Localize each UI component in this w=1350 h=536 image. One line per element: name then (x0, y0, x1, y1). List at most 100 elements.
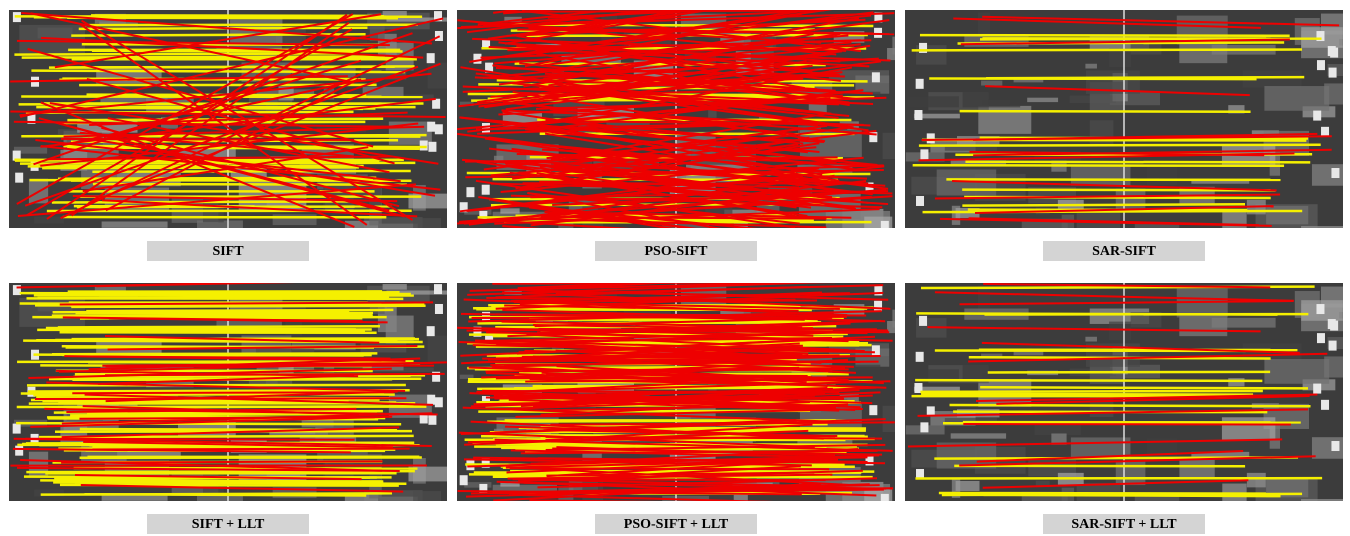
texture (1222, 211, 1246, 235)
building (427, 122, 435, 132)
image (457, 273, 949, 515)
texture (1062, 215, 1074, 236)
match-yellow (988, 372, 1270, 373)
match-yellow (46, 328, 356, 329)
texture (1085, 64, 1097, 69)
texture (1266, 206, 1308, 224)
texture (1147, 165, 1178, 185)
texture (1179, 43, 1227, 63)
texture (1085, 337, 1097, 342)
texture (1071, 164, 1131, 185)
building (919, 316, 927, 326)
building (914, 110, 922, 120)
panel: SIFT + LLT (9, 279, 477, 534)
texture (413, 491, 441, 507)
match-yellow (960, 111, 1251, 112)
texture (500, 208, 519, 213)
match-red (530, 500, 866, 504)
match-yellow (92, 51, 403, 52)
panel: SAR-SIFT + LLT (905, 283, 1350, 534)
building (427, 395, 435, 405)
caption: PSO-SIFT (644, 244, 708, 259)
building (427, 53, 435, 63)
panel: PSO-SIFT (457, 0, 949, 261)
texture (1135, 223, 1179, 234)
building (435, 397, 443, 407)
match-red (61, 461, 382, 462)
match-red (105, 366, 434, 367)
building (15, 446, 23, 456)
building (473, 54, 481, 64)
texture (1247, 473, 1266, 488)
match-red (25, 439, 354, 440)
building (920, 422, 928, 432)
match-yellow (919, 145, 1321, 146)
caption: SIFT (212, 244, 244, 259)
building (432, 99, 440, 109)
building (15, 173, 23, 183)
building (1328, 319, 1336, 329)
texture (956, 481, 980, 491)
texture (1312, 437, 1350, 459)
caption: SAR-SIFT (1092, 244, 1156, 259)
match-red (92, 449, 409, 450)
texture (1301, 499, 1350, 517)
texture (1264, 359, 1329, 384)
match-yellow (20, 163, 415, 164)
building (1313, 384, 1321, 394)
match-yellow (986, 77, 1304, 78)
caption: SAR-SIFT + LLT (1071, 517, 1177, 532)
match-yellow (42, 167, 359, 168)
building (920, 149, 928, 159)
building (881, 221, 889, 231)
match-yellow (965, 162, 1310, 163)
panel: SIFT (9, 10, 477, 261)
texture (1109, 322, 1131, 341)
match-yellow (939, 493, 1266, 494)
texture (1324, 356, 1350, 377)
texture (1179, 316, 1227, 336)
building (1316, 304, 1324, 314)
match-yellow (915, 380, 1262, 381)
building (1328, 46, 1336, 56)
texture (413, 218, 441, 234)
building (1329, 68, 1337, 78)
match-yellow (52, 353, 377, 354)
texture (1135, 496, 1179, 507)
texture (907, 96, 959, 107)
building (1317, 333, 1325, 343)
texture (1027, 98, 1058, 102)
texture (1035, 424, 1081, 435)
texture (1264, 86, 1329, 111)
image (9, 10, 477, 246)
match-yellow (950, 405, 1311, 406)
building (1331, 168, 1339, 178)
texture (273, 214, 317, 225)
image (905, 10, 1350, 247)
texture (951, 433, 1006, 438)
building (874, 28, 882, 38)
panel: PSO-SIFT + LLT (457, 273, 949, 534)
building (916, 352, 924, 362)
texture (907, 369, 959, 380)
texture (1312, 164, 1350, 186)
building (460, 475, 468, 485)
texture (983, 100, 1010, 105)
texture (1222, 417, 1275, 440)
building (916, 79, 924, 89)
building (435, 124, 443, 134)
texture (1062, 488, 1074, 509)
building (1313, 111, 1321, 121)
building (1329, 341, 1337, 351)
match-yellow (962, 204, 1245, 205)
caption: PSO-SIFT + LLT (624, 517, 729, 532)
match-yellow (912, 50, 1302, 51)
building (1317, 60, 1325, 70)
texture (1228, 378, 1244, 386)
match-yellow (92, 171, 410, 172)
building (872, 345, 880, 355)
texture (1324, 83, 1350, 104)
building (881, 494, 889, 504)
building (428, 142, 436, 152)
building (927, 133, 935, 143)
